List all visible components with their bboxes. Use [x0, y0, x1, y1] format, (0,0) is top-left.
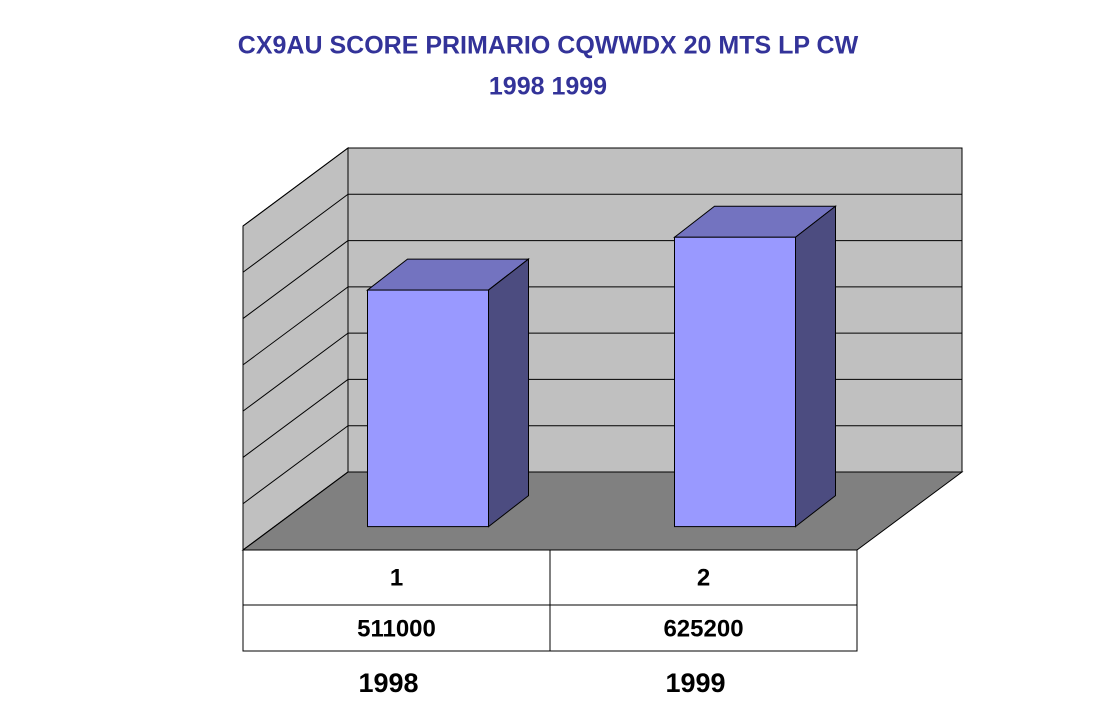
bar	[366, 258, 530, 528]
table-category: 1	[390, 564, 403, 591]
grid-line	[242, 379, 349, 458]
bar	[673, 205, 837, 528]
grid-line	[242, 286, 349, 366]
table-value: 625200	[663, 615, 743, 642]
data-table: 1 511000 2 625200	[242, 549, 858, 652]
grid-line	[242, 332, 349, 412]
floor	[241, 471, 964, 551]
bars	[366, 205, 837, 528]
grid-line	[242, 193, 349, 273]
bar-side	[488, 258, 529, 528]
grid-line	[242, 240, 349, 319]
grid-line	[242, 147, 349, 227]
table-value: 511000	[357, 615, 436, 642]
annotation: 1999	[665, 668, 725, 698]
bar-front	[674, 236, 796, 528]
bar-side	[795, 205, 836, 528]
annotation: 1998	[358, 668, 418, 698]
bar-front	[367, 289, 489, 528]
chart-subtitle: 1998 1999	[489, 73, 607, 101]
table-category: 2	[697, 564, 710, 591]
grid-line	[242, 471, 349, 551]
chart-title: CX9AU SCORE PRIMARIO CQWWDX 20 MTS LP CW	[238, 32, 859, 60]
grid-line	[242, 425, 349, 505]
